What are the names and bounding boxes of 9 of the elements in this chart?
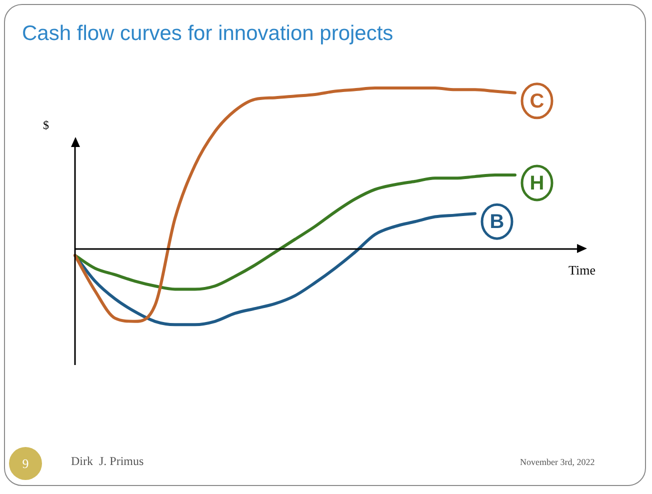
series-label: B bbox=[490, 211, 504, 234]
series-label: H bbox=[530, 172, 544, 194]
x-axis-title: Time bbox=[568, 262, 596, 278]
y-axis-title: $ bbox=[43, 118, 49, 134]
series-label: C bbox=[530, 90, 544, 112]
chart-title: Cash flow curves for innovation projects bbox=[22, 22, 394, 46]
text: 9 bbox=[9, 447, 42, 480]
text: November 3rd, 2022 bbox=[520, 457, 595, 467]
text: Dirk J. Primus bbox=[71, 454, 144, 469]
